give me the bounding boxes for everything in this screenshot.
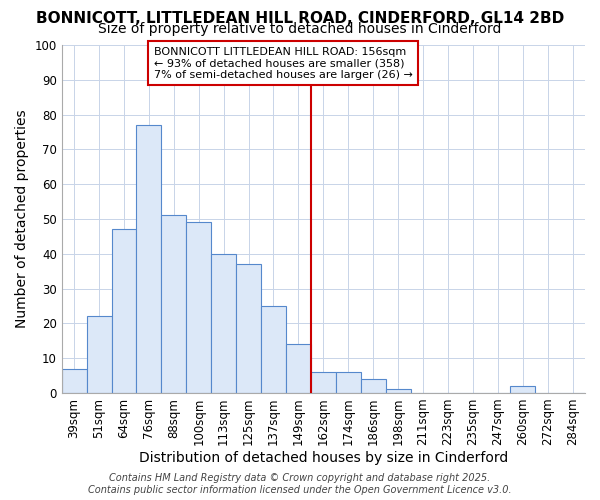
Text: Size of property relative to detached houses in Cinderford: Size of property relative to detached ho…: [98, 22, 502, 36]
Text: BONNICOTT, LITTLEDEAN HILL ROAD, CINDERFORD, GL14 2BD: BONNICOTT, LITTLEDEAN HILL ROAD, CINDERF…: [36, 11, 564, 26]
Bar: [286, 344, 311, 393]
Bar: [336, 372, 361, 393]
Bar: [186, 222, 211, 393]
Bar: [86, 316, 112, 393]
Bar: [136, 125, 161, 393]
X-axis label: Distribution of detached houses by size in Cinderford: Distribution of detached houses by size …: [139, 451, 508, 465]
Bar: [236, 264, 261, 393]
Bar: [361, 379, 386, 393]
Bar: [311, 372, 336, 393]
Bar: [161, 216, 186, 393]
Y-axis label: Number of detached properties: Number of detached properties: [15, 110, 29, 328]
Text: BONNICOTT LITTLEDEAN HILL ROAD: 156sqm
← 93% of detached houses are smaller (358: BONNICOTT LITTLEDEAN HILL ROAD: 156sqm ←…: [154, 46, 413, 80]
Bar: [211, 254, 236, 393]
Bar: [62, 368, 86, 393]
Bar: [510, 386, 535, 393]
Text: Contains HM Land Registry data © Crown copyright and database right 2025.
Contai: Contains HM Land Registry data © Crown c…: [88, 474, 512, 495]
Bar: [386, 390, 410, 393]
Bar: [112, 230, 136, 393]
Bar: [261, 306, 286, 393]
